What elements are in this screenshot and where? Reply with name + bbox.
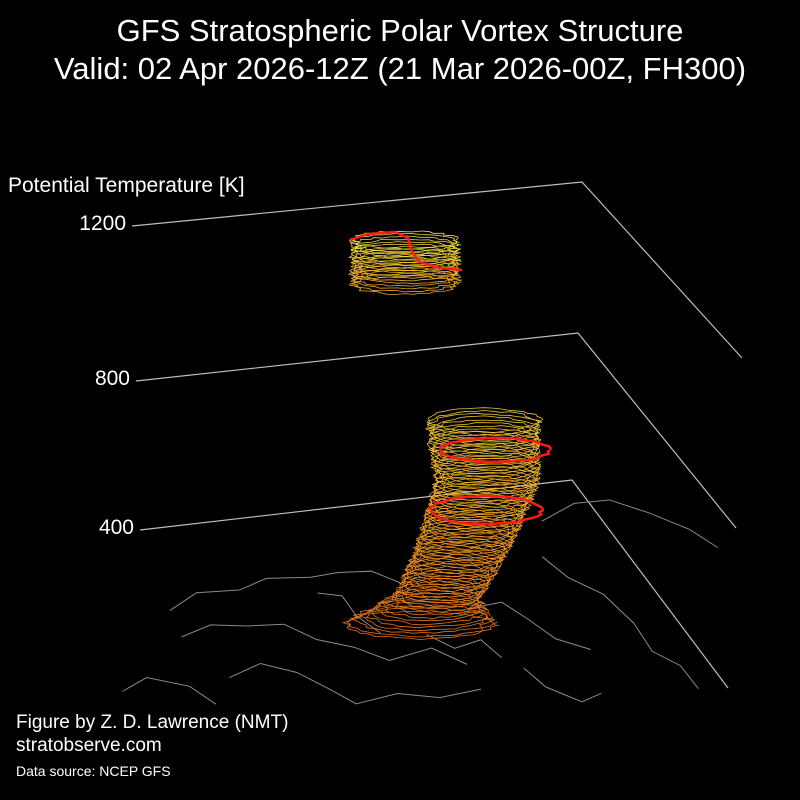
chart-title-line1: GFS Stratospheric Polar Vortex Structure xyxy=(116,13,684,48)
vortex-contour xyxy=(401,571,489,602)
vortex-contour xyxy=(423,506,525,535)
grid-plane-800 xyxy=(135,332,737,529)
vortex-contour xyxy=(426,430,541,458)
vortex-contour xyxy=(420,522,518,551)
vortex-contour xyxy=(422,509,524,539)
vortex-contour xyxy=(424,501,525,529)
vortex-contour xyxy=(424,415,542,442)
coastline-6 xyxy=(467,601,591,650)
vortex-contour xyxy=(367,595,487,626)
coastlines xyxy=(122,499,719,705)
vortex-contour xyxy=(384,587,482,616)
coastline-4 xyxy=(541,499,719,549)
chart-title-line2: Valid: 02 Apr 2026-12Z (21 Mar 2026-00Z,… xyxy=(53,51,747,86)
coastline-9 xyxy=(317,592,381,634)
coastline-0 xyxy=(169,570,401,611)
vortex-upper-contour xyxy=(350,241,462,261)
vortex-contour xyxy=(427,410,542,437)
grid-plane-1200 xyxy=(131,181,743,359)
vortex-contour xyxy=(426,412,541,439)
vortex-contour xyxy=(432,460,542,487)
vortex-isosurface xyxy=(341,230,552,641)
coastline-2 xyxy=(229,662,482,705)
vortex-upper-contour xyxy=(350,253,462,274)
vortex-contour xyxy=(358,601,493,632)
vortex-upper-contour xyxy=(348,259,462,279)
grid-plane-400 xyxy=(139,479,729,689)
grid-lines xyxy=(131,181,743,689)
chart-title: GFS Stratospheric Polar Vortex Structure… xyxy=(0,12,800,88)
vortex-contour xyxy=(429,425,542,452)
coastline-5 xyxy=(541,556,699,690)
vortex-contour xyxy=(401,565,491,595)
vortex-contour xyxy=(429,480,536,508)
vortex-contour xyxy=(404,557,498,587)
vortex-upper-contour xyxy=(347,245,458,266)
vortex-contour xyxy=(430,439,541,466)
author-credit: Figure by Z. D. Lawrence (NMT) xyxy=(16,712,289,733)
vortex-upper-contour xyxy=(348,275,459,295)
vortex-contour xyxy=(433,463,541,491)
website-credit: stratobserve.com xyxy=(16,735,162,756)
vortex-contour xyxy=(420,512,522,541)
vortex-contour xyxy=(409,545,505,575)
vortex-contour xyxy=(380,589,487,620)
vortex-upper-highlight xyxy=(349,230,463,272)
vortex-highlight-contour xyxy=(427,494,545,526)
vortex-contour xyxy=(432,477,535,505)
vortex-contour xyxy=(404,560,497,590)
vortex-upper-contour xyxy=(348,230,459,250)
vortex-contour xyxy=(429,486,532,514)
vortex-contour xyxy=(428,422,540,449)
vortex-contour xyxy=(430,442,540,470)
vortex-contour xyxy=(346,606,498,638)
coastline-7 xyxy=(426,633,502,659)
vortex-contour xyxy=(392,583,482,613)
vortex-contour xyxy=(365,598,490,629)
vortex-highlight-contour xyxy=(438,436,552,464)
vortex-contour xyxy=(426,407,544,434)
vortex-upper-contour xyxy=(349,232,460,253)
vortex-upper-contour xyxy=(350,243,462,264)
vortex-contour xyxy=(419,518,518,548)
coastline-3 xyxy=(122,676,217,705)
data-source-credit: Data source: NCEP GFS xyxy=(16,763,171,779)
vortex-contour xyxy=(415,530,513,559)
z-axis-label: Potential Temperature [K] xyxy=(8,174,245,197)
vortex-contour xyxy=(429,454,541,482)
vortex-upper-contour xyxy=(350,235,462,256)
coastline-8 xyxy=(523,667,602,703)
z-tick-400: 400 xyxy=(98,516,134,539)
z-tick-1200: 1200 xyxy=(79,212,126,235)
vortex-contour xyxy=(432,474,538,503)
vortex-contour xyxy=(375,593,489,622)
vortex-contour xyxy=(395,575,487,604)
z-tick-800: 800 xyxy=(94,367,130,390)
coastline-1 xyxy=(181,623,468,665)
